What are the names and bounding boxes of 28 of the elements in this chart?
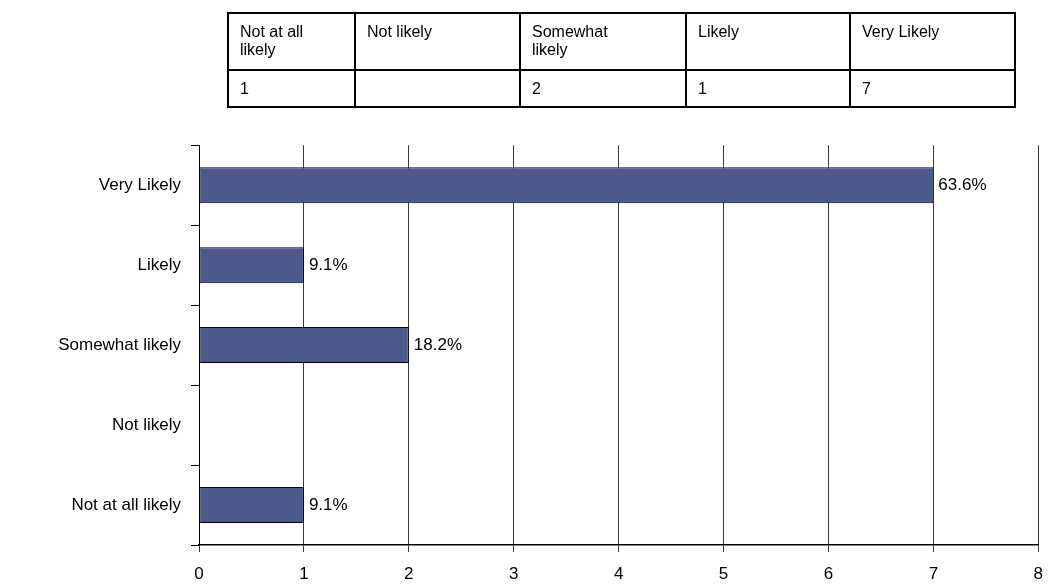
x-tick-label: 6 xyxy=(823,563,834,583)
x-tick-label: 1 xyxy=(299,563,309,583)
data-label: 2 xyxy=(520,70,686,107)
category-label: Very Likely xyxy=(850,13,1015,70)
x-tick-label: 3 xyxy=(508,563,519,583)
y-tick-label: Somewhat likely xyxy=(58,334,182,354)
category-label: Not likely xyxy=(355,13,520,70)
y-tick-label: Not likely xyxy=(112,414,182,434)
x-tick-label: 5 xyxy=(718,563,729,583)
x-tick-label: 8 xyxy=(1033,563,1044,583)
x-tick-label: 4 xyxy=(613,563,624,583)
y-tick-label: Very Likely xyxy=(98,174,182,194)
category-label: Not at all likely xyxy=(228,13,355,70)
annotation: 9.1% xyxy=(308,494,348,514)
category-label: Likely xyxy=(686,13,850,70)
data-label: 1 xyxy=(228,70,355,107)
y-tick-label: Not at all likely xyxy=(71,494,182,514)
data-label: 1 xyxy=(686,70,850,107)
y-tick-label: Likely xyxy=(137,254,182,274)
category-label: Somewhat likely xyxy=(520,13,686,70)
x-tick-label: 0 xyxy=(194,563,204,583)
x-tick-label: 2 xyxy=(404,563,414,583)
annotation: 9.1% xyxy=(308,254,348,274)
annotation: 63.6% xyxy=(938,174,987,194)
data-label: 7 xyxy=(850,70,1015,107)
table: Not at all likely Not likely Somewhat likely Likely Very Likely 1 2 1 7 xyxy=(227,12,1016,108)
annotation: 18.2% xyxy=(413,334,463,354)
x-tick-label: 7 xyxy=(928,563,939,583)
